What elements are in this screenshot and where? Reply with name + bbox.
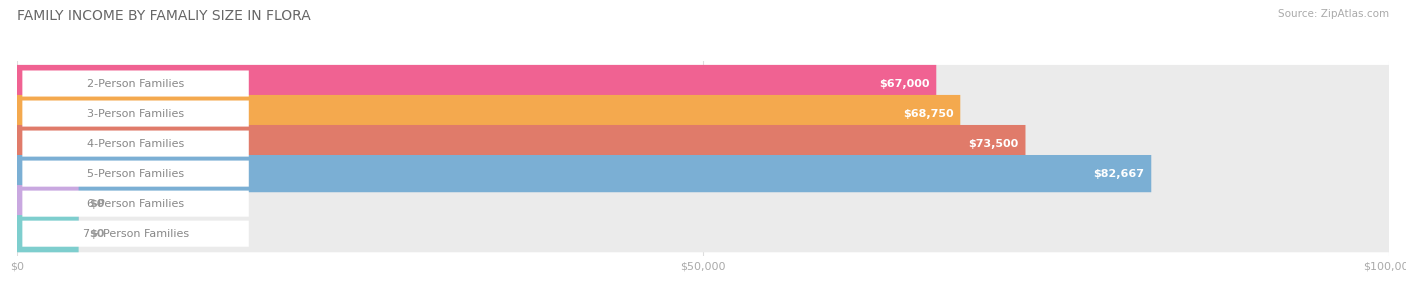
Text: 3-Person Families: 3-Person Families [87,109,184,119]
Text: $68,750: $68,750 [903,109,953,119]
FancyBboxPatch shape [17,95,960,132]
Text: FAMILY INCOME BY FAMALIY SIZE IN FLORA: FAMILY INCOME BY FAMALIY SIZE IN FLORA [17,9,311,23]
FancyBboxPatch shape [17,185,1389,222]
Text: 5-Person Families: 5-Person Families [87,169,184,179]
FancyBboxPatch shape [17,125,1389,162]
FancyBboxPatch shape [17,215,79,252]
Text: 6-Person Families: 6-Person Families [87,199,184,209]
FancyBboxPatch shape [17,155,1152,192]
Text: 7+ Person Families: 7+ Person Families [83,229,188,239]
Text: $73,500: $73,500 [969,138,1018,149]
Text: $0: $0 [90,199,105,209]
FancyBboxPatch shape [22,131,249,157]
Text: $82,667: $82,667 [1094,169,1144,179]
FancyBboxPatch shape [17,95,1389,132]
FancyBboxPatch shape [22,160,249,187]
FancyBboxPatch shape [17,125,1025,162]
FancyBboxPatch shape [17,215,1389,252]
FancyBboxPatch shape [22,221,249,247]
Text: 4-Person Families: 4-Person Families [87,138,184,149]
FancyBboxPatch shape [17,185,79,222]
Text: $0: $0 [90,229,105,239]
Text: 2-Person Families: 2-Person Families [87,78,184,88]
FancyBboxPatch shape [17,155,1389,192]
Text: Source: ZipAtlas.com: Source: ZipAtlas.com [1278,9,1389,19]
Text: $67,000: $67,000 [879,78,929,88]
FancyBboxPatch shape [17,65,936,102]
FancyBboxPatch shape [22,191,249,217]
FancyBboxPatch shape [22,70,249,97]
FancyBboxPatch shape [17,65,1389,102]
FancyBboxPatch shape [22,101,249,127]
